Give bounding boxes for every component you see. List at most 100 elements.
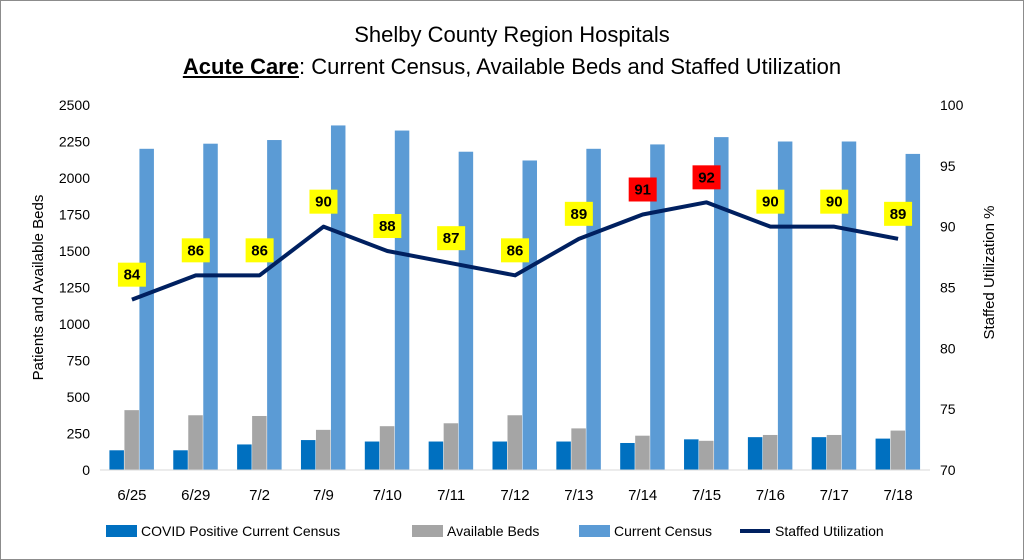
data-label-box [628, 177, 657, 202]
subtitle-bold: Acute Care [182, 54, 299, 79]
bar [890, 430, 906, 470]
bar [394, 130, 410, 471]
bar [635, 435, 650, 470]
bar [330, 125, 346, 470]
y-tick-label: 1250 [59, 280, 90, 296]
legend-item: COVID Positive Current Census [106, 523, 340, 539]
data-label: 91 [628, 177, 657, 202]
bar [747, 437, 763, 470]
bar [139, 148, 154, 471]
bar [458, 151, 474, 470]
bar [811, 437, 827, 470]
bar [300, 440, 316, 470]
bar [492, 441, 507, 470]
bar [841, 141, 857, 470]
data-label: 92 [692, 165, 721, 190]
data-label-text: 91 [634, 182, 651, 199]
data-label-box [245, 238, 274, 263]
bar [379, 426, 395, 470]
data-label: 90 [820, 189, 849, 214]
data-label-text: 92 [698, 169, 715, 186]
x-tick-label: 7/14 [628, 487, 657, 504]
bar [237, 444, 252, 470]
data-label-box [437, 226, 466, 251]
bar [188, 415, 203, 470]
data-label: 86 [501, 238, 529, 263]
bar [650, 144, 665, 471]
data-label-text: 86 [187, 242, 204, 259]
data-label-text: 90 [315, 194, 332, 211]
x-tick-label: 7/15 [692, 487, 721, 504]
y2-tick-label: 80 [940, 340, 956, 356]
data-label-box [756, 189, 785, 214]
x-tick-label: 7/17 [820, 487, 849, 504]
y2-tick-label: 100 [940, 97, 964, 113]
bars-layer [109, 125, 921, 471]
y-tick-label: 0 [82, 462, 90, 478]
y-tick-label: 1750 [59, 207, 90, 223]
bar [109, 450, 124, 470]
data-label-box [373, 214, 402, 238]
bar [699, 440, 714, 470]
bar [364, 441, 380, 470]
bar [252, 415, 267, 470]
data-label-text: 84 [124, 267, 141, 284]
legend-item: Staffed Utilization [740, 523, 884, 539]
data-label: 89 [564, 201, 593, 226]
bar [684, 439, 699, 470]
y-tick-label: 2500 [59, 97, 90, 113]
data-label-box [884, 201, 913, 226]
data-label-box [117, 262, 146, 287]
legend-layer: COVID Positive Current Census Available B… [106, 523, 884, 539]
chart-subtitle: Acute Care: Current Census, Available Be… [0, 54, 1024, 80]
data-label: 90 [756, 189, 785, 214]
bar [507, 415, 522, 470]
y-tick-label: 750 [67, 353, 91, 369]
y2-tick-label: 95 [940, 158, 956, 174]
legend-label: Staffed Utilization [775, 523, 884, 539]
data-label-box [501, 238, 529, 263]
bar [315, 429, 331, 470]
axes-layer: 0 250 500 750 1000 1250 1500 1750 2000 2250 2500 70… [30, 97, 998, 504]
bar [777, 141, 793, 470]
data-label-box [309, 189, 338, 214]
chart-title: Shelby County Region Hospitals [354, 22, 670, 47]
legend-item: Current Census [579, 523, 712, 539]
data-label-box [564, 201, 593, 226]
y-tick-label: 2000 [59, 170, 90, 186]
data-label: 90 [309, 189, 338, 214]
legend-swatch [106, 525, 137, 537]
labels-layer: 84 86 86 90 88 87 86 89 91 92 90 90 89 [117, 165, 913, 287]
data-label-text: 86 [251, 242, 268, 259]
x-tick-label: 7/2 [249, 487, 270, 504]
y2-axis-title: Staffed Utilization % [981, 206, 998, 340]
bar [714, 137, 729, 470]
data-label-text: 89 [571, 206, 588, 223]
y2-tick-label: 90 [940, 219, 956, 235]
bar [762, 434, 778, 470]
bar [428, 441, 444, 470]
data-label: 89 [884, 201, 913, 226]
data-label-text: 90 [762, 194, 779, 211]
bar [586, 148, 601, 471]
x-tick-label: 7/9 [313, 487, 334, 504]
x-tick-label: 7/18 [883, 487, 912, 504]
bar [124, 410, 139, 470]
y-tick-label: 500 [67, 389, 91, 405]
bar [267, 140, 282, 471]
data-label-text: 87 [443, 230, 460, 247]
legend-item: Available Beds [412, 523, 539, 539]
legend-label: Current Census [614, 523, 712, 539]
subtitle-rest: : Current Census, Available Beds and Sta… [298, 54, 842, 79]
x-tick-label: 6/29 [181, 487, 210, 504]
legend-swatch [579, 525, 610, 537]
data-label: 87 [437, 226, 466, 251]
y-axis-title: Patients and Available Beds [30, 195, 47, 381]
y-tick-label: 2250 [59, 134, 90, 150]
y2-tick-label: 85 [940, 280, 956, 296]
x-tick-label: 6/25 [117, 487, 146, 504]
x-tick-label: 7/12 [500, 487, 529, 504]
data-label: 88 [373, 214, 402, 238]
bar [826, 434, 842, 470]
data-label-box [820, 189, 849, 214]
